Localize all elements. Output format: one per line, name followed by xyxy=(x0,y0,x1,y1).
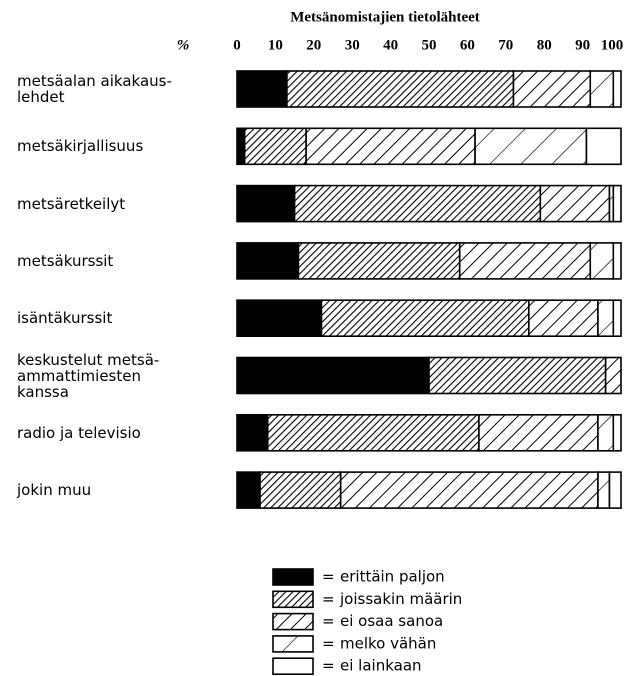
x-tick-label: 80 xyxy=(537,37,552,53)
bar-segment xyxy=(259,471,342,509)
bar-segment xyxy=(293,184,542,223)
bar-segment xyxy=(589,70,615,108)
legend-swatch xyxy=(272,657,314,676)
legend-label: ei lainkaan xyxy=(340,657,422,675)
legend-label: ei osaa sanoa xyxy=(340,612,443,630)
x-tick-label: 50 xyxy=(422,37,437,53)
bar-segment xyxy=(305,127,476,166)
bar-segment xyxy=(266,413,480,452)
x-tick-label: 10 xyxy=(268,37,283,53)
bar-segment xyxy=(597,471,611,509)
bar-segment xyxy=(478,413,599,452)
x-tick-label: 70 xyxy=(498,37,513,53)
bar-segment xyxy=(243,127,307,166)
bar-segment xyxy=(608,471,622,509)
category-label: isäntäkurssit xyxy=(17,309,113,328)
bar-segment xyxy=(236,242,300,280)
x-tick-label: 90 xyxy=(575,37,590,53)
x-tick-label: 30 xyxy=(345,37,360,53)
bar-segment xyxy=(428,356,607,395)
category-label: metsäkirjallisuus xyxy=(17,137,144,156)
bar-segment xyxy=(539,184,611,223)
legend-swatch xyxy=(272,635,314,653)
category-label: radio ja televisio xyxy=(17,423,141,442)
bar-segment xyxy=(528,299,599,338)
bar-segment xyxy=(589,242,615,280)
x-tick-label: 60 xyxy=(460,37,475,53)
bar-segment xyxy=(236,413,269,452)
bar-segment xyxy=(236,184,296,223)
bar-segment xyxy=(474,127,588,166)
bar-segment xyxy=(612,70,622,108)
bar-segment xyxy=(297,242,461,280)
x-tick-label: 40 xyxy=(383,37,398,53)
bar-segment xyxy=(585,127,622,166)
bar-segment xyxy=(236,356,430,395)
category-label: metsäalan aikakaus- lehdet xyxy=(17,72,172,106)
bar-segment xyxy=(604,356,622,395)
bar-segment xyxy=(236,127,246,166)
legend-swatch xyxy=(272,612,314,631)
legend-swatch xyxy=(272,568,314,586)
chart-title: Metsänomistajien tietolähteet xyxy=(290,9,480,25)
category-label: keskustelut metsä- ammattimiesten kanssa xyxy=(17,350,160,401)
bar-segment xyxy=(612,184,622,223)
bar-segment xyxy=(236,299,323,338)
legend-equals: = xyxy=(322,590,335,608)
bar-segment xyxy=(612,299,622,338)
legend-equals: = xyxy=(322,568,335,586)
bar-segment xyxy=(339,471,599,509)
axis-label: % xyxy=(177,37,190,53)
bar-segment xyxy=(320,299,530,338)
legend-swatch xyxy=(272,590,314,609)
legend-label: melko vähän xyxy=(340,634,436,652)
bar-segment xyxy=(286,70,515,108)
bar-segment xyxy=(236,70,288,108)
category-label: jokin muu xyxy=(17,481,92,500)
bar-segment xyxy=(612,413,622,452)
category-label: metsäretkeilyt xyxy=(17,194,126,213)
x-tick-label: 20 xyxy=(306,37,321,53)
x-tick-label: 0 xyxy=(233,37,241,53)
bar-segment xyxy=(458,242,592,280)
bar-segment xyxy=(236,471,261,509)
legend-equals: = xyxy=(322,612,335,630)
legend-equals: = xyxy=(322,657,335,675)
bar-segment xyxy=(612,242,622,280)
legend-label: erittäin paljon xyxy=(340,568,445,586)
x-tick-label: 100 xyxy=(601,37,624,53)
bar-segment xyxy=(597,413,615,452)
category-label: metsäkurssit xyxy=(17,251,114,270)
legend-equals: = xyxy=(322,634,335,652)
legend-label: joissakin määrin xyxy=(339,590,462,608)
bar-segment xyxy=(597,299,615,338)
bar-segment xyxy=(512,70,592,108)
